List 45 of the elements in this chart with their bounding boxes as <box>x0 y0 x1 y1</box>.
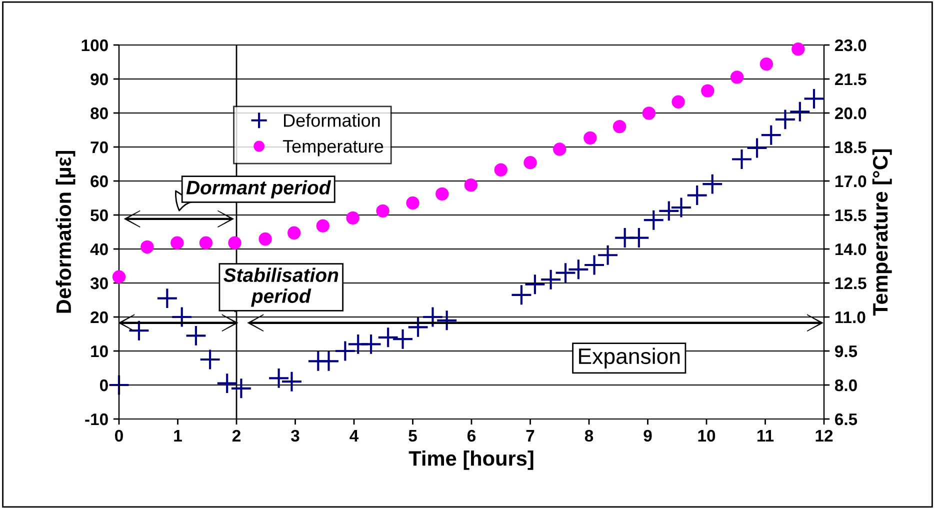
x-tick-label: 9 <box>644 430 652 442</box>
legend-label: Temperature <box>282 140 384 156</box>
annotation: Expansion <box>579 348 680 369</box>
y2-axis-title: Temperature [°C] <box>872 149 892 316</box>
y-tick-label: 10 <box>91 345 108 358</box>
y2-tick-label: 11.0 <box>835 311 866 324</box>
y2-tick-label: 9.5 <box>834 345 858 358</box>
y-tick-label: 40 <box>90 243 108 256</box>
x-tick-label: 0 <box>115 430 123 442</box>
y-tick-label: -10 <box>85 413 108 426</box>
y-tick-label: 20 <box>90 311 108 324</box>
y2-tick-label: 18.5 <box>835 141 866 154</box>
y-tick-label: 30 <box>90 277 108 290</box>
x-tick-label: 2 <box>232 430 240 442</box>
x-axis-title: Time [hours] <box>408 450 534 470</box>
y2-tick-label: 15.5 <box>835 210 866 222</box>
y-axis-title: Deformation [µε] <box>56 151 76 313</box>
y2-tick-label: 21.5 <box>834 73 866 86</box>
x-tick-label: 12 <box>816 430 833 442</box>
y-tick-label: 100 <box>82 39 108 52</box>
y2-tick-label: 17.0 <box>835 175 866 188</box>
y-tick-label: 80 <box>90 107 108 120</box>
y2-tick-label: 20.0 <box>834 107 866 120</box>
x-tick-label: 6 <box>467 430 476 442</box>
y2-tick-label: 12.5 <box>835 277 866 290</box>
y-tick-label: 70 <box>90 141 108 154</box>
y-tick-label: 0 <box>100 379 108 392</box>
x-tick-label: 4 <box>350 430 359 442</box>
y2-tick-label: 8.0 <box>834 379 857 392</box>
x-tick-label: 1 <box>174 430 182 442</box>
x-tick-label: 8 <box>584 430 594 442</box>
y2-tick-label: 6.5 <box>835 413 858 426</box>
y-tick-label: 50 <box>90 209 108 222</box>
x-tick-label: 11 <box>757 430 774 442</box>
y-tick-label: 90 <box>90 73 108 86</box>
x-tick-label: 7 <box>526 430 534 442</box>
legend-label: Deformation <box>284 114 380 127</box>
annotation: Stabilisation period <box>224 268 338 307</box>
x-tick-label: 10 <box>698 430 716 442</box>
y2-tick-label: 14.0 <box>835 243 866 256</box>
y-tick-label: 60 <box>90 175 108 188</box>
y2-tick-label: 23.0 <box>834 39 866 52</box>
x-tick-label: 3 <box>291 430 300 442</box>
annotation: Dormant period <box>186 180 332 198</box>
x-tick-label: 5 <box>408 430 417 442</box>
